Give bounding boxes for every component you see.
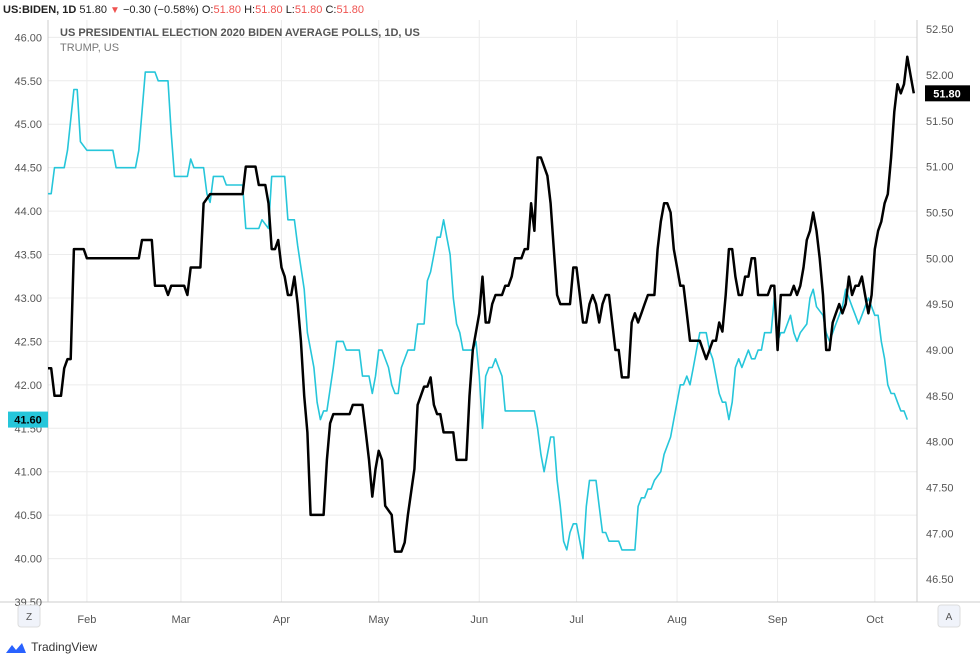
low-value: 51.80	[294, 4, 323, 16]
open-value: 51.80	[213, 4, 242, 16]
y-right-tick-label: 50.50	[926, 207, 954, 219]
x-tick-label: Oct	[866, 614, 883, 626]
auto-scale-right-button[interactable]: A	[937, 604, 961, 628]
chart-title: US PRESIDENTIAL ELECTION 2020 BIDEN AVER…	[60, 27, 420, 39]
auto-scale-left-button[interactable]: Z	[17, 604, 41, 628]
x-tick-label: May	[368, 614, 389, 626]
y-left-tick-label: 42.50	[14, 336, 42, 348]
y-left-tick-label: 45.50	[14, 76, 42, 88]
y-right-tick-label: 51.00	[926, 162, 954, 174]
x-tick-label: Jul	[570, 614, 584, 626]
y-left-tick-label: 44.50	[14, 163, 42, 175]
x-tick-label: Aug	[667, 614, 687, 626]
y-left-tick-label: 45.00	[14, 119, 42, 131]
x-tick-label: Apr	[273, 614, 290, 626]
biden-last-value: 51.80	[925, 85, 970, 102]
y-left-tick-label: 41.00	[14, 467, 42, 479]
right-button-label: A	[946, 612, 953, 623]
y-right-tick-label: 50.00	[926, 253, 954, 265]
series-group	[48, 55, 916, 560]
symbol-header: US:BIDEN, 1D 51.80 ▼ −0.30 (−0.58%) O:51…	[0, 0, 980, 20]
cloud-icon	[6, 642, 26, 653]
left-button-label: Z	[26, 612, 32, 623]
last-price: 51.80	[79, 4, 107, 16]
x-tick-label: Mar	[171, 614, 190, 626]
brand-label: TradingView	[31, 640, 98, 654]
y-left-tick-label: 42.00	[14, 380, 42, 392]
y-right-tick-label: 48.50	[926, 391, 954, 403]
y-right-tick-label: 48.00	[926, 437, 954, 449]
trump-last-value-bg	[8, 411, 48, 428]
down-arrow-icon: ▼	[110, 5, 120, 16]
biden-last-value-bg	[925, 85, 970, 102]
y-right-tick-label: 46.50	[926, 574, 954, 586]
x-tick-label: Feb	[77, 614, 96, 626]
high-label: H:	[244, 4, 256, 16]
symbol-label[interactable]: US:BIDEN, 1D	[3, 4, 77, 16]
chart-canvas[interactable]: 39.5040.0040.5041.0041.5042.0042.5043.00…	[0, 20, 980, 636]
y-right-tick-label: 49.00	[926, 345, 954, 357]
y-right-tick-label: 47.00	[926, 528, 954, 540]
close-value: 51.80	[336, 4, 364, 16]
y-left-tick-label: 40.00	[14, 554, 42, 566]
biden-last-value-text: 51.80	[933, 88, 961, 100]
x-tick-label: Jun	[470, 614, 488, 626]
y-left-tick-label: 44.00	[14, 206, 42, 218]
open-label: O:	[201, 4, 214, 16]
price-change: −0.30 (−0.58%)	[122, 4, 199, 16]
x-tick-label: Sep	[768, 614, 788, 626]
y-right-tick-label: 49.50	[926, 299, 954, 311]
high-value: 51.80	[255, 4, 283, 16]
series-line-biden	[48, 55, 916, 553]
y-right-tick-label: 51.50	[926, 116, 954, 128]
y-left-tick-label: 43.00	[14, 293, 42, 305]
y-right-tick-label: 52.00	[926, 70, 954, 82]
axes	[0, 20, 980, 603]
y-right-tick-label: 52.50	[926, 24, 954, 36]
y-left-tick-label: 46.00	[14, 32, 42, 44]
tick-labels: 39.5040.0040.5041.0041.5042.0042.5043.00…	[8, 24, 970, 626]
y-left-tick-label: 40.50	[14, 510, 42, 522]
close-label: C:	[325, 4, 337, 16]
footer: TradingView	[0, 636, 980, 660]
series-line-trump	[48, 71, 909, 560]
low-label: L:	[285, 4, 295, 16]
y-right-tick-label: 47.50	[926, 482, 954, 494]
trump-last-value-text: 41.60	[14, 415, 42, 427]
grid	[48, 20, 917, 603]
tradingview-logo[interactable]: TradingView	[4, 640, 97, 655]
chart-subtitle: TRUMP, US	[60, 42, 119, 54]
y-left-tick-label: 43.50	[14, 250, 42, 262]
trump-last-value: 41.60	[8, 411, 48, 428]
